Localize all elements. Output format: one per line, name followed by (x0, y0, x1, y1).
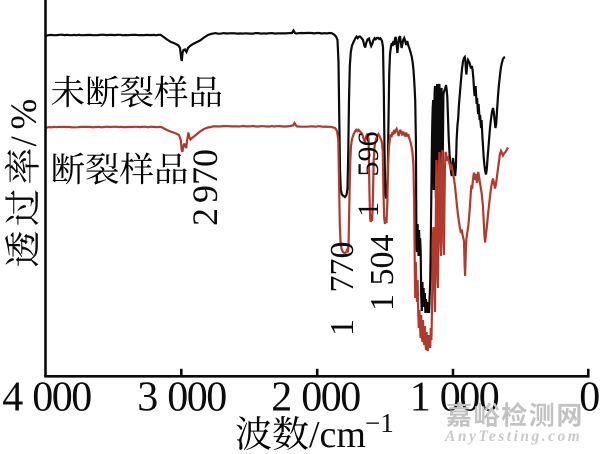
svg-text:1 770: 1 770 (324, 242, 361, 337)
svg-text:2 000: 2 000 (271, 375, 360, 421)
svg-text:/: / (4, 136, 45, 147)
svg-text:AnyTesting.com: AnyTesting.com (444, 428, 582, 445)
svg-text:−1: −1 (365, 408, 394, 438)
svg-text:1 000: 1 000 (410, 375, 499, 421)
svg-text:2 970: 2 970 (185, 149, 225, 226)
svg-text:1 596: 1 596 (352, 132, 385, 218)
svg-text:3 000: 3 000 (137, 375, 226, 421)
svg-text:%: % (4, 99, 45, 130)
svg-text:0: 0 (579, 375, 599, 421)
svg-text:/cm: /cm (309, 414, 366, 454)
svg-text:4 000: 4 000 (2, 375, 91, 421)
svg-text:1 504: 1 504 (364, 235, 401, 312)
